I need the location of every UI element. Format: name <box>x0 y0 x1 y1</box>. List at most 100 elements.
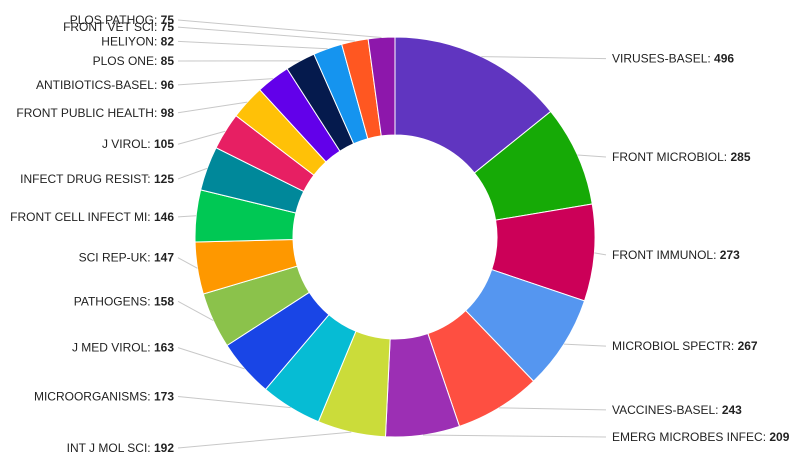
slice-label: FRONT CELL INFECT MI: 146 <box>10 210 174 224</box>
leader-line <box>177 19 382 38</box>
slice-label-name: PATHOGENS <box>74 294 148 308</box>
leader-line <box>177 78 273 86</box>
slice-label-name: MICROBIOL SPECTR <box>612 339 731 353</box>
slice-label-value: 285 <box>730 150 750 164</box>
slice-label-value: 75 <box>161 20 175 34</box>
slice-label-name: EMERG MICROBES INFEC <box>612 430 763 444</box>
slice-label: FRONT PUBLIC HEALTH: 98 <box>16 106 174 120</box>
slice-label: SCI REP-UK: 147 <box>79 251 175 265</box>
slice-label: J MED VIROL: 163 <box>72 341 174 355</box>
slice-label-separator: : <box>147 294 154 308</box>
slice-label-name: FRONT CELL INFECT MI <box>10 210 147 224</box>
slice-label-separator: : <box>715 403 722 417</box>
slice-label-separator: : <box>154 54 161 68</box>
slice-label-name: PLOS PATHOG <box>70 13 154 27</box>
slice-label-value: 75 <box>161 13 175 27</box>
leader-lines <box>177 19 607 449</box>
slice-label: INFECT DRUG RESIST: 125 <box>20 172 174 186</box>
slice-label: ANTIBIOTICS-BASEL: 96 <box>36 78 174 92</box>
slice-label-name: J VIROL <box>102 137 148 151</box>
slice-label-value: 163 <box>154 341 174 355</box>
slice-label: EMERG MICROBES INFEC: 209 <box>612 430 790 444</box>
leader-line <box>177 101 248 114</box>
slice-label-separator: : <box>154 34 161 48</box>
slice-label-name: ANTIBIOTICS-BASEL <box>36 78 154 92</box>
slice-label: MICROORGANISMS: 173 <box>34 390 174 404</box>
slice-label-value: 85 <box>161 54 175 68</box>
slice-label-name: SCI REP-UK <box>79 251 148 265</box>
leader-line <box>177 300 214 322</box>
slice-label: INT J MOL SCI: 192 <box>67 441 175 455</box>
slice-label-value: 496 <box>714 52 734 66</box>
slice-label-name: FRONT IMMUNOL <box>612 248 713 262</box>
slice-label-separator: : <box>731 339 738 353</box>
slice-label-name: HELIYON <box>101 34 154 48</box>
slice-label-value: 147 <box>154 251 174 265</box>
slice-label-value: 82 <box>161 34 175 48</box>
slice-label-name: INT J MOL SCI <box>67 441 148 455</box>
slice-label-name: FRONT MICROBIOL <box>612 150 724 164</box>
slice-label: HELIYON: 82 <box>101 34 174 48</box>
slice-label: MICROBIOL SPECTR: 267 <box>612 339 758 353</box>
slice-label-value: 158 <box>154 294 174 308</box>
leader-line <box>481 56 607 60</box>
leader-line <box>177 167 208 180</box>
slice-label-separator: : <box>154 106 161 120</box>
leader-line <box>177 215 197 218</box>
slice-label-name: VIRUSES-BASEL <box>612 52 708 66</box>
slice-label-value: 243 <box>722 403 742 417</box>
slice-label-separator: : <box>713 248 720 262</box>
leader-line <box>177 40 328 50</box>
leader-line <box>177 257 198 269</box>
slice-label-separator: : <box>147 251 154 265</box>
slice-label-value: 267 <box>738 339 758 353</box>
slice-label: PATHOGENS: 158 <box>74 294 175 308</box>
leader-line <box>177 130 226 145</box>
slice-label-value: 98 <box>161 106 175 120</box>
leader-line <box>594 252 607 256</box>
slice-label-value: 96 <box>161 78 175 92</box>
slice-label-separator: : <box>707 52 714 66</box>
slice-label: VACCINES-BASEL: 243 <box>612 403 742 417</box>
slice-label-name: PLOS ONE <box>93 54 154 68</box>
slice-label-name: INFECT DRUG RESIST <box>20 172 149 186</box>
slice-label-separator: : <box>147 172 154 186</box>
slice-label: FRONT IMMUNOL: 273 <box>612 248 740 262</box>
slice-label: PLOS ONE: 85 <box>93 54 175 68</box>
leader-line <box>177 396 291 409</box>
slice-label-value: 105 <box>154 137 174 151</box>
slice-label-value: 209 <box>769 430 789 444</box>
slice-label-separator: : <box>147 210 154 224</box>
slice-label-separator: : <box>147 137 154 151</box>
slice-label-value: 146 <box>154 210 174 224</box>
slice-label-separator: : <box>154 13 161 27</box>
slice-label-name: FRONT PUBLIC HEALTH <box>16 106 154 120</box>
slice-label: FRONT VET SCI: 75 <box>63 20 174 34</box>
slice-label-value: 192 <box>154 441 174 455</box>
leader-line <box>177 26 355 42</box>
donut-slices <box>194 36 596 438</box>
leader-line <box>177 347 245 370</box>
leader-line <box>498 407 607 411</box>
slice-label-separator: : <box>147 390 154 404</box>
slice-label: VIRUSES-BASEL: 496 <box>612 52 734 66</box>
slice-label-separator: : <box>724 150 731 164</box>
leader-line <box>422 434 607 438</box>
slice-label: PLOS PATHOG: 75 <box>70 13 175 27</box>
slice-label-separator: : <box>154 78 161 92</box>
slice-label-name: FRONT VET SCI <box>63 20 154 34</box>
slice-label-name: VACCINES-BASEL <box>612 403 715 417</box>
slice-label: J VIROL: 105 <box>102 137 174 151</box>
slice-label-separator: : <box>147 441 154 455</box>
slice-label-separator: : <box>147 341 154 355</box>
slice-viruses-basel[interactable] <box>394 36 552 174</box>
slice-label-name: J MED VIROL <box>72 341 148 355</box>
leader-line <box>563 343 607 347</box>
leader-line <box>577 154 607 158</box>
slice-label-separator: : <box>154 20 161 34</box>
slice-label-name: MICROORGANISMS <box>34 390 147 404</box>
slice-plos-pathog[interactable] <box>367 36 396 137</box>
slice-label: FRONT MICROBIOL: 285 <box>612 150 751 164</box>
